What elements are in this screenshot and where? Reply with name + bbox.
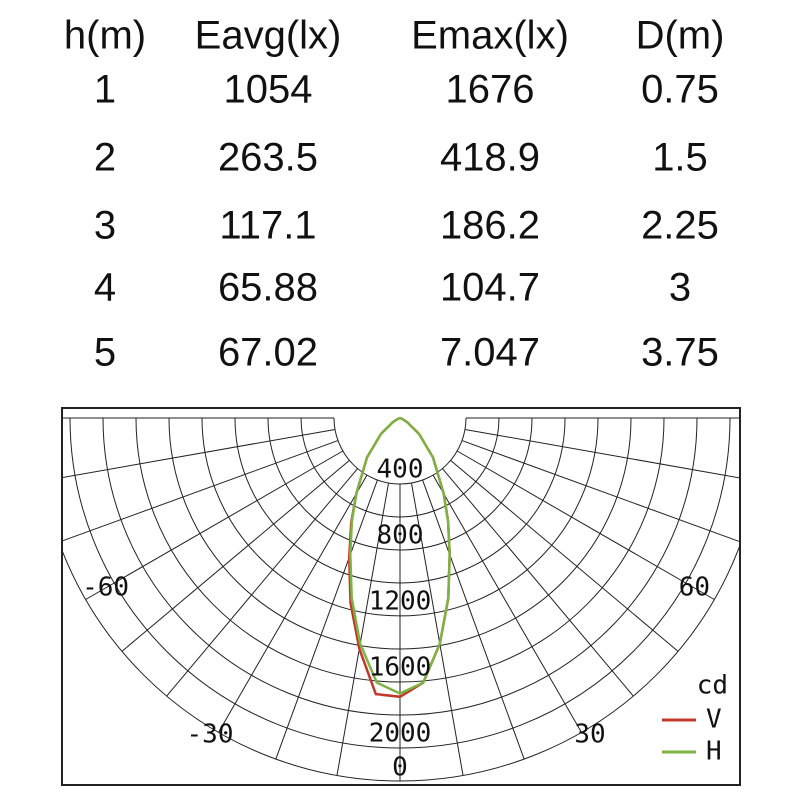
table-cell: 67.02 [218, 331, 318, 375]
r-tick-label: 1600 [369, 653, 432, 683]
header-cell: Eavg(lx) [195, 14, 342, 58]
r-tick-label: 400 [377, 455, 424, 485]
theta-tick-label: -60 [82, 573, 129, 603]
table-cell: 104.7 [440, 266, 540, 310]
table-cell: 65.88 [218, 266, 318, 310]
grid-spoke [85, 450, 344, 600]
data-table: h(m) Eavg(lx) Emax(lx) D(m) 1 1054 1676 0.75 2 26… [64, 14, 725, 375]
grid-ring [333, 417, 467, 485]
grid-spoke [450, 460, 679, 652]
table-cell: 3 [94, 204, 116, 248]
grid-spoke [62, 440, 339, 542]
grid-spoke [166, 468, 358, 697]
grid-spoke [121, 460, 350, 652]
grid-spoke [432, 474, 582, 733]
table-cell: 263.5 [218, 136, 318, 180]
grid-spoke [422, 479, 525, 760]
theta-tick-label: -30 [187, 720, 234, 750]
header-cell: h(m) [64, 14, 146, 58]
theta-tick-label: 60 [679, 573, 710, 603]
polar-grid [62, 417, 740, 782]
table-cell: 186.2 [440, 204, 540, 248]
table-cell: 418.9 [440, 136, 540, 180]
grid-spoke [461, 440, 740, 543]
table-cell: 1.5 [652, 136, 708, 180]
theta-tick-label: 30 [574, 720, 605, 750]
curves [347, 416, 451, 699]
theta-tick-label: 0 [392, 753, 408, 783]
legend-label: H [706, 737, 722, 767]
table-cell: 2.25 [641, 204, 719, 248]
grid-spoke [62, 428, 336, 479]
grid-spoke [442, 468, 634, 697]
table-cell: 1054 [224, 68, 313, 112]
grid-spoke [336, 482, 390, 776]
table-cell: 1676 [446, 68, 535, 112]
table-cell: 7.047 [440, 331, 540, 375]
grid-spoke [464, 428, 740, 479]
grid-spoke [218, 474, 368, 733]
table-cell: 1 [94, 68, 116, 112]
grid-spoke [275, 479, 378, 760]
r-tick-label: 2000 [369, 719, 432, 749]
table-cell: 117.1 [219, 204, 316, 248]
intensity-curve [349, 416, 451, 695]
table-cell: 0.75 [641, 68, 719, 112]
grid-spoke [456, 450, 715, 600]
table-cell: 3 [669, 266, 691, 310]
header-cell: D(m) [636, 14, 725, 58]
unit-label: cd [697, 671, 728, 701]
grid-spoke [410, 482, 464, 776]
labels: 400 800 1200 1600 2000 -60 -30 0 30 60 cd VH [82, 455, 728, 783]
r-tick-label: 1200 [369, 587, 432, 617]
r-tick-label: 800 [377, 521, 424, 551]
table-cell: 4 [94, 266, 116, 310]
table-cell: 3.75 [641, 331, 719, 375]
table-cell: 2 [94, 136, 116, 180]
legend-label: V [706, 705, 722, 735]
table-cell: 5 [94, 331, 116, 375]
header-cell: Emax(lx) [411, 14, 569, 58]
